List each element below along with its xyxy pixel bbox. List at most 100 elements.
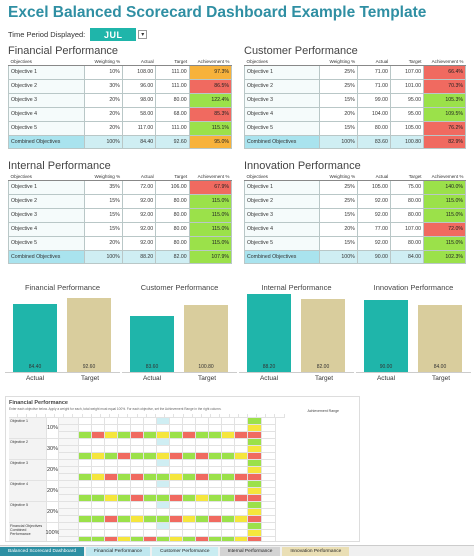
sheet-objective-cell[interactable]: Objective 5	[9, 502, 47, 523]
sheet-value-cell[interactable]	[209, 439, 222, 446]
weighting-cell[interactable]: 20%	[319, 106, 358, 122]
sheet-value-cell[interactable]	[105, 523, 118, 530]
sheet-value-cell[interactable]	[92, 537, 105, 541]
objective-cell[interactable]: Objective 5	[243, 235, 321, 251]
actual-cell[interactable]: 71.00	[356, 64, 391, 80]
objective-cell[interactable]: Objective 2	[243, 193, 321, 209]
sheet-value-cell[interactable]	[131, 432, 144, 439]
sheet-value-cell[interactable]	[222, 453, 235, 460]
objective-cell[interactable]: Objective 1	[243, 179, 321, 195]
target-cell[interactable]: 95.00	[389, 92, 424, 108]
sheet-value-cell[interactable]	[79, 488, 92, 495]
target-cell[interactable]: 80.00	[155, 207, 190, 223]
sheet-value-cell[interactable]	[209, 432, 222, 439]
objective-cell[interactable]: Combined Objectives	[8, 249, 85, 264]
sheet-value-cell[interactable]	[209, 418, 222, 425]
sheet-value-cell[interactable]	[144, 460, 157, 467]
sheet-value-cell[interactable]	[118, 481, 131, 488]
tab-internal-performance[interactable]: Internal Performance	[219, 547, 281, 556]
sheet-value-cell[interactable]	[105, 509, 118, 516]
objective-cell[interactable]: Objective 3	[243, 92, 321, 108]
sheet-value-cell[interactable]	[183, 502, 196, 509]
sheet-value-cell[interactable]	[92, 425, 105, 432]
actual-cell[interactable]: 92.00	[121, 221, 157, 237]
achievement-cell[interactable]: 115.0%	[188, 207, 233, 223]
actual-cell[interactable]: 80.00	[356, 120, 391, 136]
objective-cell[interactable]: Combined Objectives	[243, 249, 321, 264]
sheet-value-cell[interactable]	[222, 509, 235, 516]
weighting-cell[interactable]: 20%	[83, 92, 123, 108]
sheet-value-cell[interactable]	[235, 467, 248, 474]
sheet-value-cell[interactable]	[196, 530, 209, 537]
target-cell[interactable]: 80.00	[155, 92, 190, 108]
sheet-value-cell[interactable]	[144, 474, 157, 481]
sheet-value-cell[interactable]	[118, 502, 131, 509]
sheet-value-cell[interactable]	[196, 474, 209, 481]
sheet-value-cell[interactable]	[235, 530, 248, 537]
achievement-cell[interactable]: 72.0%	[422, 221, 467, 237]
sheet-value-cell[interactable]	[183, 432, 196, 439]
sheet-value-cell[interactable]	[157, 467, 170, 474]
sheet-value-cell[interactable]	[92, 488, 105, 495]
sheet-value-cell[interactable]	[144, 537, 157, 541]
sheet-value-cell[interactable]	[105, 467, 118, 474]
sheet-value-cell[interactable]	[222, 523, 235, 530]
sheet-value-cell[interactable]	[196, 509, 209, 516]
achievement-cell[interactable]: 105.3%	[422, 92, 467, 108]
sheet-value-cell[interactable]	[79, 495, 92, 502]
sheet-value-cell[interactable]	[118, 467, 131, 474]
objective-cell[interactable]: Objective 2	[8, 193, 85, 209]
achievement-cell[interactable]: 115.0%	[422, 235, 467, 251]
sheet-value-cell[interactable]	[157, 418, 170, 425]
sheet-value-cell[interactable]	[183, 509, 196, 516]
sheet-value-cell[interactable]	[196, 439, 209, 446]
actual-cell[interactable]: 77.00	[356, 221, 391, 237]
weighting-cell[interactable]: 15%	[319, 235, 358, 251]
sheet-value-cell[interactable]	[118, 460, 131, 467]
achievement-cell[interactable]: 67.9%	[188, 179, 233, 195]
sheet-value-cell[interactable]	[170, 488, 183, 495]
sheet-value-cell[interactable]	[118, 439, 131, 446]
sheet-value-cell[interactable]	[131, 530, 144, 537]
sheet-value-cell[interactable]	[235, 502, 248, 509]
sheet-value-cell[interactable]	[235, 516, 248, 523]
weighting-cell[interactable]: 15%	[83, 221, 123, 237]
sheet-value-cell[interactable]	[183, 467, 196, 474]
objective-cell[interactable]: Objective 5	[243, 120, 321, 136]
tab-financial-performance[interactable]: Financial Performance	[86, 547, 150, 556]
achievement-cell[interactable]: 102.3%	[422, 249, 467, 264]
sheet-value-cell[interactable]	[183, 495, 196, 502]
sheet-value-cell[interactable]	[144, 516, 157, 523]
sheet-value-cell[interactable]	[222, 488, 235, 495]
sheet-value-cell[interactable]	[144, 523, 157, 530]
sheet-value-cell[interactable]	[196, 453, 209, 460]
achievement-cell[interactable]: 115.0%	[422, 193, 467, 209]
sheet-value-cell[interactable]	[235, 425, 248, 432]
weighting-cell[interactable]: 20%	[83, 120, 123, 136]
sheet-value-cell[interactable]	[196, 418, 209, 425]
sheet-value-cell[interactable]	[183, 425, 196, 432]
weighting-cell[interactable]: 35%	[83, 179, 123, 195]
sheet-value-cell[interactable]	[118, 432, 131, 439]
sheet-value-cell[interactable]	[209, 530, 222, 537]
sheet-value-cell[interactable]	[170, 432, 183, 439]
sheet-objective-cell[interactable]: Objective 3	[9, 460, 47, 481]
sheet-value-cell[interactable]	[79, 537, 92, 541]
weighting-cell[interactable]: 25%	[319, 64, 358, 80]
sheet-value-cell[interactable]	[118, 488, 131, 495]
sheet-value-cell[interactable]	[222, 481, 235, 488]
tab-balanced-scorecard-dashboard[interactable]: Balanced Scorecard Dashboard	[0, 547, 84, 556]
sheet-value-cell[interactable]	[157, 425, 170, 432]
objective-cell[interactable]: Objective 2	[243, 78, 321, 94]
actual-cell[interactable]: 96.00	[121, 78, 157, 94]
achievement-cell[interactable]: 140.0%	[422, 179, 467, 195]
achievement-cell[interactable]: 115.0%	[188, 193, 233, 209]
sheet-value-cell[interactable]	[235, 474, 248, 481]
sheet-value-cell[interactable]	[196, 425, 209, 432]
sheet-value-cell[interactable]	[170, 495, 183, 502]
sheet-value-cell[interactable]	[105, 516, 118, 523]
sheet-value-cell[interactable]	[170, 530, 183, 537]
sheet-value-cell[interactable]	[196, 432, 209, 439]
sheet-value-cell[interactable]	[170, 474, 183, 481]
sheet-value-cell[interactable]	[209, 537, 222, 541]
